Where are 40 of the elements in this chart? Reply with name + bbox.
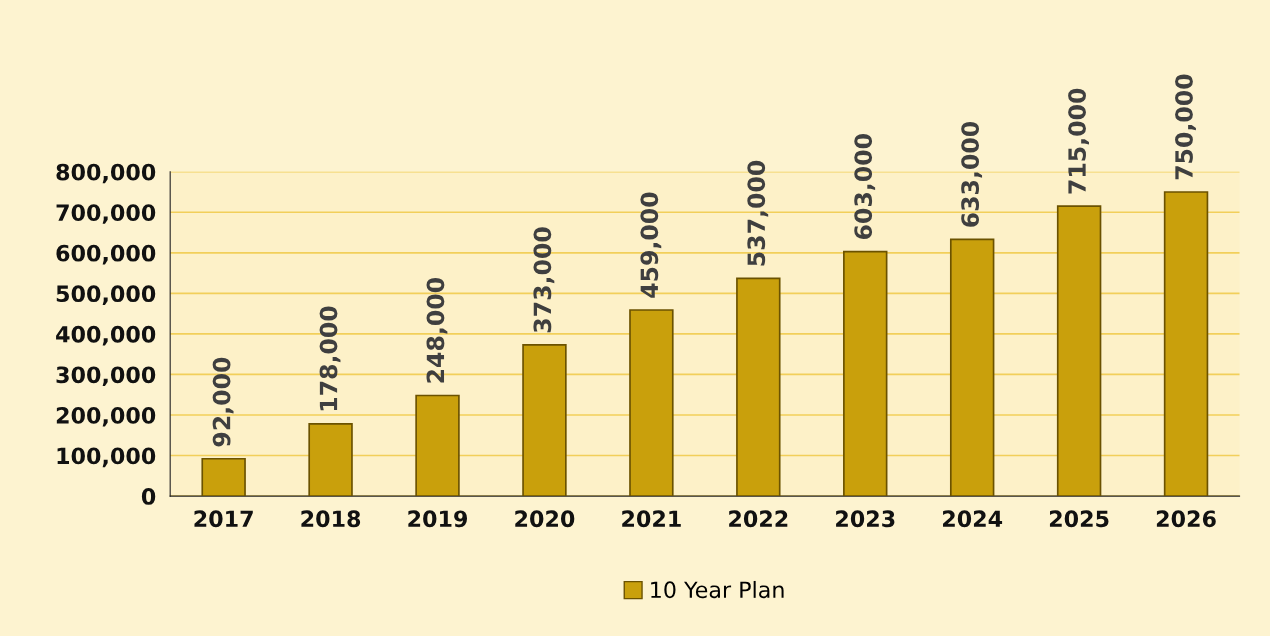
legend-label: 10 Year Plan xyxy=(651,580,784,599)
text: 178,000 xyxy=(319,306,341,411)
text: 248,000 xyxy=(426,278,448,383)
bar xyxy=(1163,191,1209,497)
y-tick-label: 400,000 xyxy=(56,325,156,346)
text: 373,000 xyxy=(533,227,555,333)
y-tick-label: 200,000 xyxy=(56,406,156,427)
y-tick-label: 100,000 xyxy=(57,447,156,468)
bar xyxy=(843,250,888,497)
x-tick-label: 2022 xyxy=(729,510,788,528)
bar xyxy=(201,457,246,497)
y-tick-label: 0 xyxy=(141,488,156,505)
x-tick-label: 2023 xyxy=(836,510,895,528)
y-tick-label: 600,000 xyxy=(56,244,156,265)
bar xyxy=(949,238,995,497)
bar xyxy=(308,423,353,497)
text: 92,000 xyxy=(212,357,234,447)
bar xyxy=(522,344,567,497)
bar xyxy=(1056,205,1102,497)
y-tick-label: 800,000 xyxy=(56,163,156,184)
y-tick-label: 700,000 xyxy=(56,204,156,224)
text: 750,000 xyxy=(1175,74,1196,180)
x-tick-label: 2020 xyxy=(515,510,575,528)
x-tick-label: 2019 xyxy=(408,510,468,528)
y-tick-label: 300,000 xyxy=(56,366,156,387)
text: 633,000 xyxy=(961,121,983,227)
y-tick-label: 500,000 xyxy=(56,285,156,305)
x-tick-label: 2026 xyxy=(1156,510,1216,528)
bar xyxy=(736,277,781,497)
text: 603,000 xyxy=(854,134,876,240)
text: 715,000 xyxy=(1068,88,1089,194)
x-tick-label: 2017 xyxy=(194,510,253,528)
x-tick-label: 2025 xyxy=(1049,510,1109,528)
x-tick-label: 2018 xyxy=(301,510,361,528)
x-tick-label: 2024 xyxy=(943,510,1003,528)
text: 537,000 xyxy=(747,160,769,266)
text: 459,000 xyxy=(640,192,662,298)
bar xyxy=(415,394,460,497)
bar xyxy=(629,309,674,497)
x-tick-label: 2021 xyxy=(622,510,681,528)
